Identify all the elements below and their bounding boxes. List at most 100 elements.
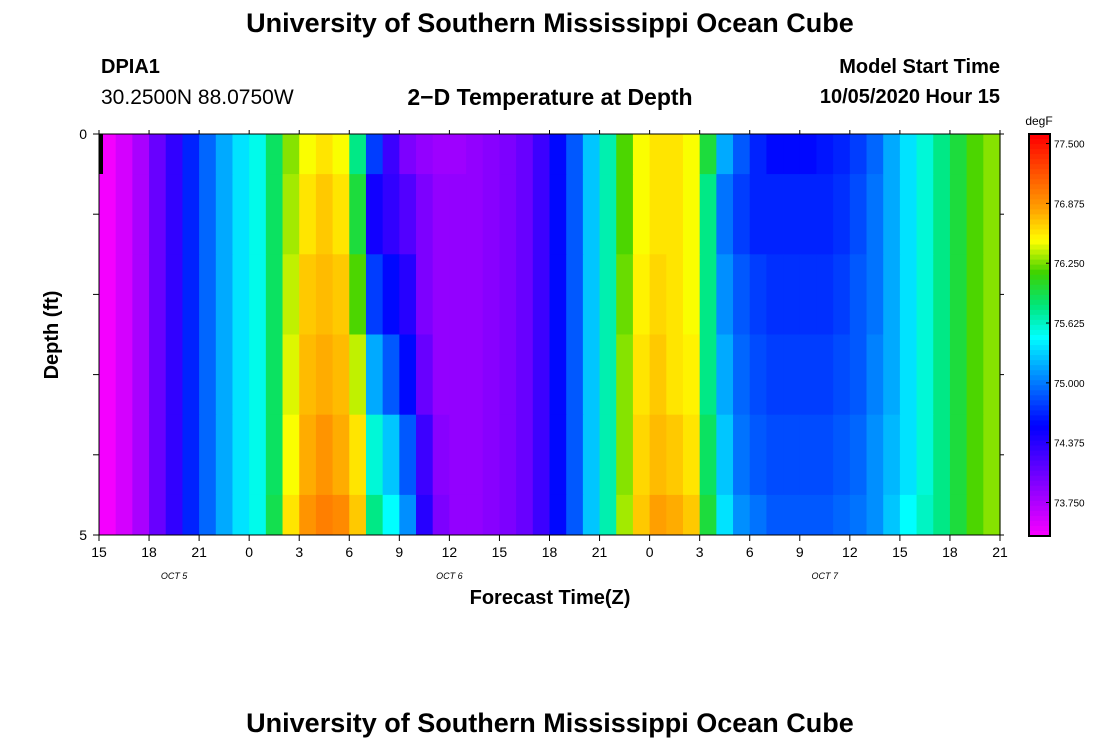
x-axis: 15 18 21 0 3 6 9 12 15 18 21 0 3 6 9 12 15 18 21 OCT 5 OCT 6… <box>91 130 1008 581</box>
heatmap-cell <box>115 334 133 416</box>
heatmap-cell <box>199 494 217 536</box>
heatmap-cell <box>115 134 133 175</box>
heatmap-cell <box>599 174 617 255</box>
heatmap-cell <box>849 134 868 175</box>
colorbar-swatch <box>1029 440 1050 447</box>
heatmap-cells <box>99 134 1001 536</box>
heatmap-cell <box>466 254 484 335</box>
colorbar-swatch <box>1029 269 1050 276</box>
heatmap-cell <box>382 334 400 416</box>
colorbar-swatch <box>1029 340 1050 346</box>
heatmap-cell <box>866 254 884 335</box>
heatmap-cell <box>983 174 1001 255</box>
colorbar-swatch <box>1029 319 1050 326</box>
heatmap-cell <box>632 254 651 335</box>
heatmap-cell <box>733 174 751 255</box>
x-tick-label: 21 <box>992 544 1008 560</box>
heatmap-cell <box>766 414 784 496</box>
colorbar-swatch <box>1029 184 1050 190</box>
colorbar-swatch <box>1029 309 1050 316</box>
heatmap-cell <box>449 414 467 496</box>
heatmap-cell <box>649 414 667 496</box>
y-axis-title: Depth (ft) <box>41 291 63 380</box>
heatmap-cell <box>849 254 868 335</box>
colorbar-swatch <box>1029 164 1050 170</box>
heatmap-cell <box>866 494 884 536</box>
heatmap-cell <box>983 414 1001 496</box>
heatmap-cell <box>149 134 167 175</box>
heatmap-cell <box>783 254 801 335</box>
heatmap-cell <box>232 174 250 255</box>
heatmap-cell <box>215 414 234 496</box>
heatmap-cell <box>783 174 801 255</box>
heatmap-cell <box>966 174 984 255</box>
heatmap-cell <box>549 494 567 536</box>
colorbar-swatch <box>1029 470 1050 477</box>
station-coordinates: 30.2500N 88.0750W <box>101 86 294 109</box>
heatmap-cell <box>466 494 484 536</box>
heatmap-cell <box>315 254 334 335</box>
heatmap-cell <box>182 494 200 536</box>
colorbar-label: 75.625 <box>1054 319 1085 330</box>
x-tick-label: 9 <box>796 544 804 560</box>
colorbar-unit-label: degF <box>1025 114 1052 128</box>
colorbar-swatch <box>1029 229 1050 236</box>
colorbar-swatch <box>1029 455 1050 462</box>
heatmap-cell <box>265 334 284 416</box>
heatmap-cell <box>749 414 768 496</box>
heatmap-cell <box>282 334 300 416</box>
heatmap-cell <box>949 134 968 175</box>
heatmap-cell <box>599 414 617 496</box>
heatmap-cell <box>99 174 117 255</box>
colorbar-swatch <box>1029 345 1050 351</box>
heatmap-cell <box>866 334 884 416</box>
heatmap-cell <box>466 174 484 255</box>
heatmap-cell <box>349 494 367 536</box>
colorbar-swatch <box>1029 365 1050 371</box>
heatmap-cell <box>733 334 751 416</box>
heatmap-cell <box>866 174 884 255</box>
heatmap-cell <box>99 134 117 175</box>
heatmap-cell <box>899 254 918 335</box>
heatmap-cell <box>265 174 284 255</box>
colorbar-swatch <box>1029 370 1050 376</box>
heatmap-cell <box>466 334 484 416</box>
heatmap-cell <box>349 174 367 255</box>
heatmap-cell <box>365 134 384 175</box>
x-tick-label: 15 <box>91 544 107 560</box>
heatmap-cell <box>733 414 751 496</box>
heatmap-cell <box>899 134 918 175</box>
x-tick-label: 12 <box>842 544 858 560</box>
heatmap-cell <box>799 254 818 335</box>
heatmap-cell <box>349 254 367 335</box>
heatmap-cell <box>849 334 868 416</box>
heatmap-cell <box>315 134 334 175</box>
heatmap-cell <box>449 134 467 175</box>
colorbar-swatch <box>1029 154 1050 160</box>
heatmap-cell <box>315 414 334 496</box>
heatmap-cell <box>716 134 734 175</box>
heatmap-cell <box>332 414 350 496</box>
colorbar-swatch <box>1029 179 1050 185</box>
heatmap-cell <box>816 254 834 335</box>
heatmap-cell <box>182 334 200 416</box>
heatmap-cell <box>149 174 167 255</box>
heatmap-cell <box>232 134 250 175</box>
heatmap-cell <box>165 254 184 335</box>
colorbar-label: 77.500 <box>1054 140 1085 151</box>
heatmap-cell <box>149 494 167 536</box>
heatmap-cell <box>499 334 517 416</box>
heatmap-cell <box>249 494 267 536</box>
heatmap-cell <box>282 414 300 496</box>
heatmap-cell <box>416 174 434 255</box>
heatmap-cell <box>983 334 1001 416</box>
heatmap-cell <box>99 494 117 536</box>
heatmap-cell <box>549 134 567 175</box>
heatmap-cell <box>449 174 467 255</box>
heatmap-cell <box>482 334 501 416</box>
heatmap-cell <box>716 174 734 255</box>
heatmap-cell <box>115 174 133 255</box>
heatmap-cell <box>99 414 117 496</box>
heatmap-cell <box>99 334 117 416</box>
heatmap-cell <box>149 254 167 335</box>
